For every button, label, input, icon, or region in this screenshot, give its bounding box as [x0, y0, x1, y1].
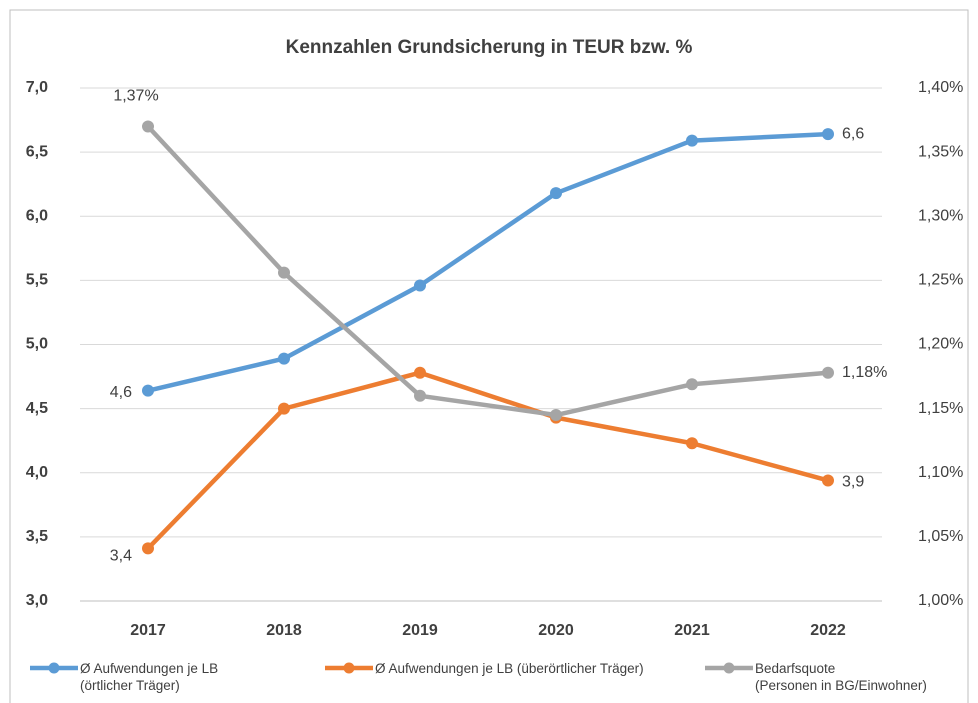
y-tick-label: 4,5 [26, 400, 48, 417]
data-point [550, 187, 562, 200]
y-tick-label: 3,0 [26, 592, 48, 609]
y2-tick-label: 1,05% [918, 528, 963, 545]
y2-tick-label: 1,35% [918, 143, 963, 160]
x-tick-label: 2021 [674, 622, 710, 639]
y2-tick-label: 1,30% [918, 207, 963, 224]
x-tick-label: 2022 [810, 622, 846, 639]
data-label: 6,6 [842, 125, 864, 142]
y2-tick-label: 1,20% [918, 336, 963, 353]
series-line [146, 124, 829, 418]
legend-marker-dot [48, 662, 60, 674]
y2-tick-label: 1,40% [918, 79, 963, 96]
x-tick-label: 2017 [130, 622, 166, 639]
data-point [278, 266, 290, 279]
data-point [686, 134, 698, 147]
x-tick-label: 2019 [402, 622, 438, 639]
data-label: 4,6 [110, 384, 132, 401]
y-tick-label: 5,5 [26, 272, 48, 289]
legend-marker-dot [343, 662, 355, 674]
data-point [142, 384, 154, 397]
data-point [278, 352, 290, 365]
data-label: 3,9 [842, 474, 864, 491]
legend-marker-dot [723, 662, 735, 674]
x-tick-label: 2018 [266, 622, 302, 639]
y-tick-label: 7,0 [26, 79, 48, 96]
data-point [142, 120, 154, 133]
data-point [550, 409, 562, 422]
data-point [414, 366, 426, 379]
data-point [142, 542, 154, 555]
y2-tick-label: 1,00% [918, 592, 963, 609]
x-tick-label: 2020 [538, 622, 574, 639]
legend-entry: Ø Aufwendungen je LB (überörtlicher Träg… [375, 661, 644, 676]
data-label: 3,4 [110, 548, 132, 565]
data-point [822, 128, 834, 141]
data-point [822, 366, 834, 379]
legend-entry: Bedarfsquote (Personen in BG/Einwohner) [755, 661, 927, 693]
chart-border [9, 9, 969, 703]
chart-title: Kennzahlen Grundsicherung in TEUR bzw. % [286, 37, 693, 58]
y2-tick-label: 1,10% [918, 464, 963, 481]
data-point [686, 378, 698, 391]
y-tick-label: 5,0 [26, 336, 48, 353]
y2-tick-label: 1,25% [918, 272, 963, 289]
legend-entry: Ø Aufwendungen je LB (örtlicher Träger) [80, 661, 219, 693]
data-label: 1,37% [113, 88, 158, 105]
y-tick-label: 6,5 [26, 143, 48, 160]
series-line [147, 131, 829, 393]
data-point [686, 437, 698, 450]
data-point [822, 474, 834, 487]
y-tick-label: 3,5 [26, 528, 48, 545]
data-label: 1,18% [842, 364, 887, 381]
data-point [414, 389, 426, 402]
y2-tick-label: 1,15% [918, 400, 963, 417]
series-line [146, 370, 829, 550]
data-point [278, 402, 290, 415]
y-tick-label: 6,0 [26, 207, 48, 224]
y-tick-label: 4,0 [26, 464, 48, 481]
data-point [414, 279, 426, 292]
